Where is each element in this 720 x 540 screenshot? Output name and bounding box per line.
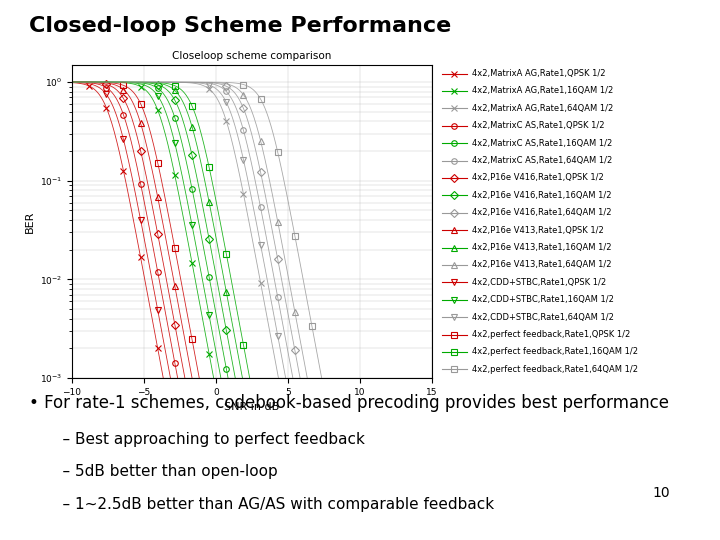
Text: 4x2,P16e V416,Rate1,16QAM 1/2: 4x2,P16e V416,Rate1,16QAM 1/2 [472, 191, 611, 200]
Y-axis label: BER: BER [24, 210, 35, 233]
Text: 4x2,MatrixA AG,Rate1,64QAM 1/2: 4x2,MatrixA AG,Rate1,64QAM 1/2 [472, 104, 613, 113]
X-axis label: SNR in dB: SNR in dB [225, 402, 279, 412]
Text: 4x2,P16e V416,Rate1,64QAM 1/2: 4x2,P16e V416,Rate1,64QAM 1/2 [472, 208, 611, 217]
Text: • For rate-1 schemes, codebook-based precoding provides best performance: • For rate-1 schemes, codebook-based pre… [29, 394, 669, 412]
Text: 4x2,CDD+STBC,Rate1,64QAM 1/2: 4x2,CDD+STBC,Rate1,64QAM 1/2 [472, 313, 614, 322]
Text: 4x2,perfect feedback,Rate1,64QAM 1/2: 4x2,perfect feedback,Rate1,64QAM 1/2 [472, 365, 638, 374]
Text: – 1~2.5dB better than AG/AS with comparable feedback: – 1~2.5dB better than AG/AS with compara… [43, 497, 495, 512]
Text: 4x2,perfect feedback,Rate1,16QAM 1/2: 4x2,perfect feedback,Rate1,16QAM 1/2 [472, 347, 638, 356]
Text: – Best approaching to perfect feedback: – Best approaching to perfect feedback [43, 432, 365, 447]
Text: 4x2,P16e V413,Rate1,64QAM 1/2: 4x2,P16e V413,Rate1,64QAM 1/2 [472, 260, 611, 269]
Text: 10: 10 [652, 486, 670, 500]
Text: Closed-loop Scheme Performance: Closed-loop Scheme Performance [29, 16, 451, 36]
Text: 4x2,P16e V416,Rate1,QPSK 1/2: 4x2,P16e V416,Rate1,QPSK 1/2 [472, 173, 604, 183]
Text: 4x2,CDD+STBC,Rate1,16QAM 1/2: 4x2,CDD+STBC,Rate1,16QAM 1/2 [472, 295, 614, 304]
Text: 4x2,perfect feedback,Rate1,QPSK 1/2: 4x2,perfect feedback,Rate1,QPSK 1/2 [472, 330, 630, 339]
Text: 4x2,MatrixC AS,Rate1,64QAM 1/2: 4x2,MatrixC AS,Rate1,64QAM 1/2 [472, 156, 612, 165]
Title: Closeloop scheme comparison: Closeloop scheme comparison [172, 51, 332, 61]
Text: 4x2,MatrixC AS,Rate1,QPSK 1/2: 4x2,MatrixC AS,Rate1,QPSK 1/2 [472, 121, 605, 130]
Text: 4x2,P16e V413,Rate1,QPSK 1/2: 4x2,P16e V413,Rate1,QPSK 1/2 [472, 226, 604, 234]
Text: 4x2,CDD+STBC,Rate1,QPSK 1/2: 4x2,CDD+STBC,Rate1,QPSK 1/2 [472, 278, 606, 287]
Text: 4x2,MatrixA AG,Rate1,QPSK 1/2: 4x2,MatrixA AG,Rate1,QPSK 1/2 [472, 69, 606, 78]
Text: 4x2,P16e V413,Rate1,16QAM 1/2: 4x2,P16e V413,Rate1,16QAM 1/2 [472, 243, 611, 252]
Text: – 5dB better than open-loop: – 5dB better than open-loop [43, 464, 278, 480]
Text: 4x2,MatrixC AS,Rate1,16QAM 1/2: 4x2,MatrixC AS,Rate1,16QAM 1/2 [472, 139, 612, 147]
Text: 4x2,MatrixA AG,Rate1,16QAM 1/2: 4x2,MatrixA AG,Rate1,16QAM 1/2 [472, 86, 613, 96]
